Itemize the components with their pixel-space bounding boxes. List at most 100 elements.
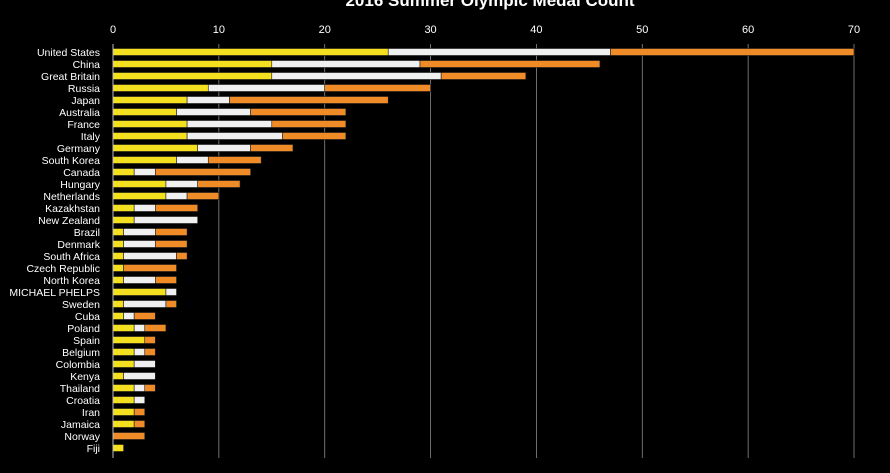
- category-label: Czech Republic: [26, 263, 100, 275]
- bar-segment: [186, 96, 230, 104]
- category-label: Croatia: [66, 395, 100, 407]
- bar-segment: [112, 444, 124, 452]
- bar-segment: [123, 240, 156, 248]
- bars: [112, 48, 855, 452]
- bar-segment: [112, 408, 135, 416]
- bar-segment: [271, 60, 421, 68]
- bar-segment: [112, 288, 167, 296]
- bar-segment: [112, 84, 209, 92]
- category-label: Poland: [67, 323, 100, 335]
- category-label: Fiji: [87, 443, 100, 455]
- bar-segment: [144, 324, 167, 332]
- bar-segment: [176, 252, 188, 260]
- bar-segment: [155, 168, 251, 176]
- category-label: Spain: [73, 335, 100, 347]
- category-label: North Korea: [43, 275, 100, 287]
- bar-segment: [123, 252, 177, 260]
- bar-segment: [112, 48, 389, 56]
- bar-segment: [133, 396, 146, 404]
- bar-segment: [112, 252, 124, 260]
- bar-segment: [123, 264, 177, 272]
- category-label: South Korea: [42, 155, 101, 167]
- x-tick-label: 20: [319, 24, 331, 36]
- category-label: Hungary: [60, 179, 100, 191]
- bar-segment: [123, 372, 156, 380]
- bar-segment: [186, 192, 220, 200]
- bar-segment: [176, 108, 251, 116]
- x-axis-tick-labels: 0 10 20 30 40 50 60 70: [110, 24, 860, 36]
- category-label: Thailand: [60, 383, 100, 395]
- x-tick-label: 70: [848, 24, 860, 36]
- category-label: Brazil: [74, 227, 100, 239]
- bar-segment: [112, 240, 124, 248]
- category-label: New Zealand: [38, 215, 100, 227]
- bar-segment: [112, 360, 135, 368]
- bar-segment: [155, 240, 188, 248]
- bar-segment: [112, 324, 135, 332]
- bar-segment: [155, 276, 177, 284]
- bar-segment: [112, 276, 124, 284]
- bar-segment: [186, 132, 283, 140]
- bar-segment: [133, 324, 146, 332]
- bar-segment: [197, 180, 241, 188]
- category-label: Denmark: [57, 239, 100, 251]
- bar-segment: [144, 348, 156, 356]
- category-label: Jamaica: [61, 419, 100, 431]
- bar-segment: [155, 204, 198, 212]
- x-tick-label: 10: [213, 24, 225, 36]
- category-label: United States: [37, 47, 100, 59]
- bar-segment: [123, 228, 156, 236]
- category-label: South Africa: [43, 251, 100, 263]
- bar-segment: [207, 84, 326, 92]
- bar-segment: [112, 72, 273, 80]
- bar-segment: [112, 228, 124, 236]
- x-tick-label: 0: [110, 24, 116, 36]
- category-label: Iran: [82, 407, 100, 419]
- bar-segment: [112, 60, 273, 68]
- bar-segment: [144, 384, 156, 392]
- x-tick-label: 50: [636, 24, 648, 36]
- category-label: Norway: [64, 431, 100, 443]
- bar-segment: [282, 132, 347, 140]
- bar-segment: [144, 336, 156, 344]
- category-label: Sweden: [62, 299, 100, 311]
- category-label: Belgium: [62, 347, 100, 359]
- bar-segment: [112, 144, 198, 152]
- category-label: China: [73, 59, 101, 71]
- bar-segment: [112, 312, 124, 320]
- bar-segment: [133, 420, 146, 428]
- bar-segment: [133, 312, 156, 320]
- x-tick-label: 30: [424, 24, 436, 36]
- bar-segment: [112, 108, 177, 116]
- bar-segment: [112, 132, 188, 140]
- bar-segment: [207, 156, 262, 164]
- bar-segment: [250, 144, 294, 152]
- bar-segment: [271, 72, 442, 80]
- category-label: Netherlands: [43, 191, 100, 203]
- bar-segment: [186, 120, 273, 128]
- bar-segment: [133, 360, 156, 368]
- bar-segment: [112, 96, 188, 104]
- bar-segment: [133, 408, 146, 416]
- bar-segment: [112, 372, 124, 380]
- category-label: Italy: [81, 131, 101, 143]
- bar-segment: [250, 108, 347, 116]
- bar-segment: [176, 156, 209, 164]
- bar-segment: [165, 180, 198, 188]
- category-label: Kazakhstan: [45, 203, 100, 215]
- bar-segment: [133, 168, 156, 176]
- category-label: Japan: [71, 95, 100, 107]
- gridlines: [218, 44, 855, 458]
- bar-segment: [197, 144, 251, 152]
- category-label: Kenya: [70, 371, 100, 383]
- bar-segment: [112, 204, 135, 212]
- category-label: France: [67, 119, 100, 131]
- bar-segment: [112, 300, 124, 308]
- bar-segment: [112, 348, 135, 356]
- bar-segment: [123, 312, 135, 320]
- bar-segment: [271, 120, 347, 128]
- bar-segment: [112, 336, 146, 344]
